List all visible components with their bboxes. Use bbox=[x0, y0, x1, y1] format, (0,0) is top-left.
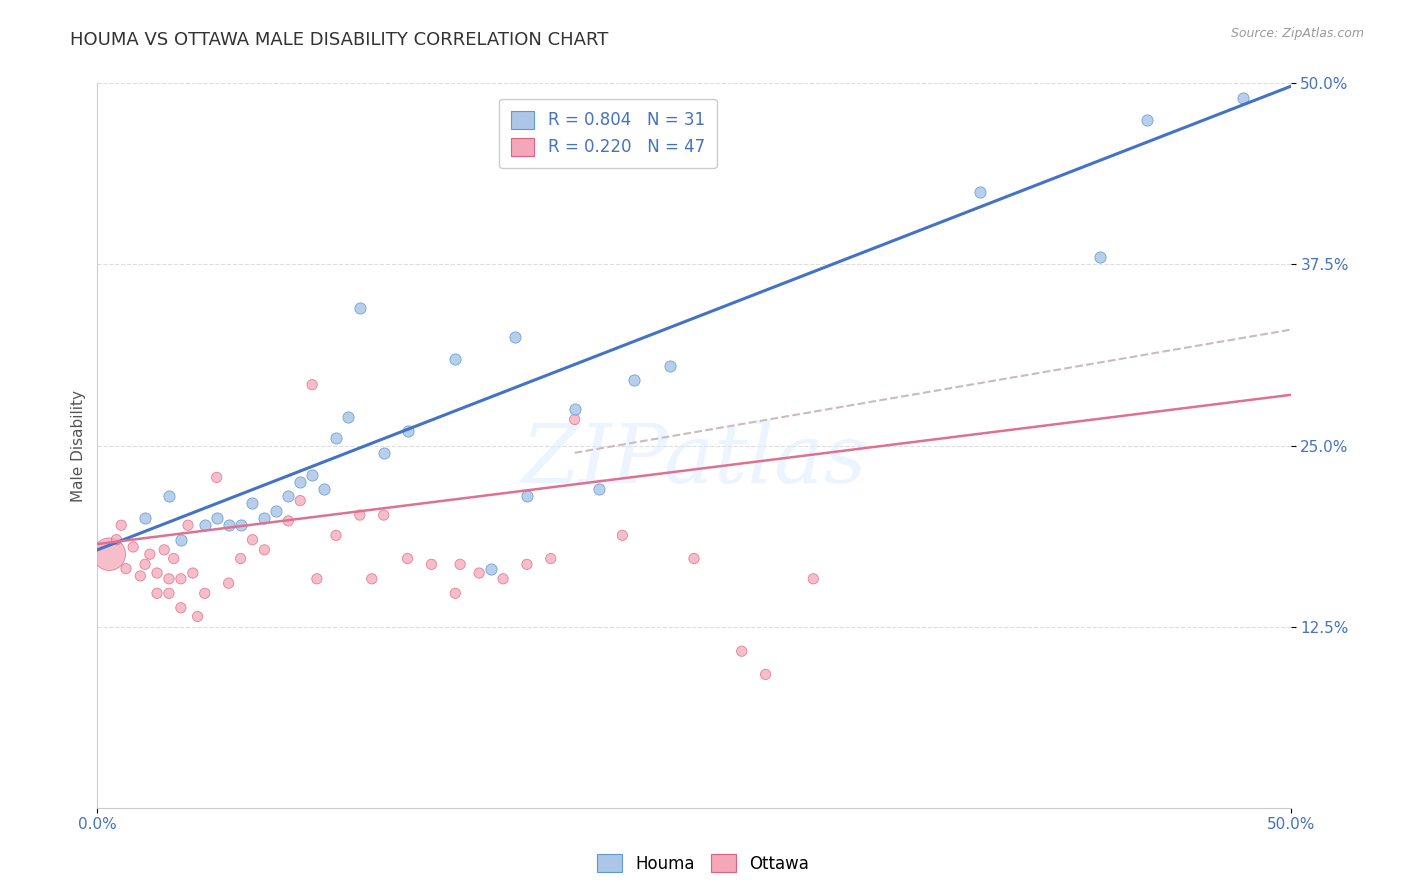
Point bbox=[170, 600, 193, 615]
Point bbox=[177, 518, 200, 533]
Text: HOUMA VS OTTAWA MALE DISABILITY CORRELATION CHART: HOUMA VS OTTAWA MALE DISABILITY CORRELAT… bbox=[70, 31, 609, 49]
Point bbox=[194, 586, 217, 600]
Point bbox=[218, 518, 240, 533]
Point bbox=[181, 566, 204, 580]
Point bbox=[969, 185, 991, 199]
Point bbox=[122, 540, 145, 554]
Point bbox=[170, 533, 193, 547]
Point bbox=[229, 551, 252, 566]
Point bbox=[194, 518, 217, 533]
Point bbox=[129, 569, 152, 583]
Point bbox=[139, 547, 162, 561]
Point bbox=[1232, 91, 1254, 105]
Point bbox=[134, 511, 156, 525]
Point bbox=[170, 572, 193, 586]
Point bbox=[157, 586, 180, 600]
Point bbox=[336, 409, 359, 424]
Point bbox=[312, 482, 335, 496]
Point bbox=[301, 377, 323, 392]
Point bbox=[588, 482, 610, 496]
Legend: R = 0.804   N = 31, R = 0.220   N = 47: R = 0.804 N = 31, R = 0.220 N = 47 bbox=[499, 99, 717, 168]
Point bbox=[98, 547, 121, 561]
Point bbox=[325, 528, 347, 542]
Point bbox=[305, 572, 328, 586]
Point bbox=[396, 424, 419, 438]
Point bbox=[242, 496, 264, 510]
Point bbox=[277, 514, 299, 528]
Point bbox=[444, 351, 467, 366]
Point bbox=[373, 446, 395, 460]
Point bbox=[157, 489, 180, 503]
Point bbox=[146, 566, 169, 580]
Point bbox=[229, 518, 252, 533]
Point bbox=[134, 558, 156, 572]
Point bbox=[277, 489, 299, 503]
Point bbox=[157, 572, 180, 586]
Point bbox=[1088, 250, 1111, 264]
Point bbox=[1136, 112, 1159, 127]
Point bbox=[349, 301, 371, 315]
Point bbox=[360, 572, 382, 586]
Point bbox=[105, 533, 128, 547]
Point bbox=[153, 542, 176, 557]
Point bbox=[266, 504, 288, 518]
Point bbox=[110, 518, 132, 533]
Point bbox=[163, 551, 186, 566]
Point bbox=[801, 572, 824, 586]
Text: Source: ZipAtlas.com: Source: ZipAtlas.com bbox=[1230, 27, 1364, 40]
Point bbox=[396, 551, 419, 566]
Point bbox=[564, 402, 586, 417]
Point bbox=[242, 533, 264, 547]
Point bbox=[612, 528, 634, 542]
Point bbox=[444, 586, 467, 600]
Point bbox=[373, 508, 395, 522]
Point bbox=[516, 489, 538, 503]
Point bbox=[253, 542, 276, 557]
Point bbox=[479, 562, 502, 576]
Point bbox=[564, 412, 586, 426]
Point bbox=[301, 467, 323, 482]
Point bbox=[290, 493, 312, 508]
Text: ZIPatlas: ZIPatlas bbox=[522, 420, 866, 500]
Point bbox=[755, 667, 778, 681]
Point bbox=[468, 566, 491, 580]
Point bbox=[503, 330, 526, 344]
Point bbox=[449, 558, 471, 572]
Point bbox=[683, 551, 706, 566]
Point bbox=[420, 558, 443, 572]
Y-axis label: Male Disability: Male Disability bbox=[72, 390, 86, 501]
Point bbox=[290, 475, 312, 489]
Point bbox=[218, 576, 240, 591]
Point bbox=[187, 609, 209, 624]
Point bbox=[492, 572, 515, 586]
Point bbox=[253, 511, 276, 525]
Point bbox=[205, 470, 228, 484]
Point bbox=[115, 562, 138, 576]
Point bbox=[540, 551, 562, 566]
Point bbox=[349, 508, 371, 522]
Point bbox=[146, 586, 169, 600]
Point bbox=[516, 558, 538, 572]
Point bbox=[205, 511, 228, 525]
Point bbox=[659, 359, 682, 373]
Legend: Houma, Ottawa: Houma, Ottawa bbox=[591, 847, 815, 880]
Point bbox=[623, 373, 645, 387]
Point bbox=[731, 644, 754, 658]
Point bbox=[325, 431, 347, 445]
